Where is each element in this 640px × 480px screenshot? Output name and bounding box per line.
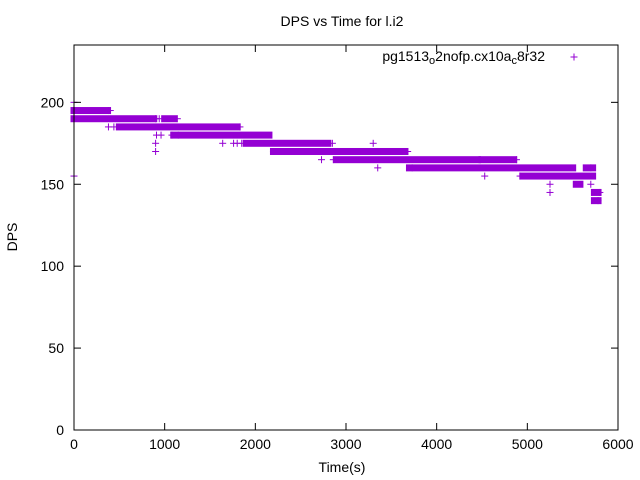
- x-tick-label: 5000: [512, 436, 543, 452]
- y-tick-label: 0: [56, 422, 64, 438]
- data-point-run: [478, 156, 518, 164]
- y-tick-label: 50: [48, 340, 64, 356]
- data-point: [516, 172, 524, 180]
- legend-label: pg1513o2nofp.cx10ac8r32: [382, 48, 545, 67]
- x-tick-label: 4000: [421, 436, 452, 452]
- y-axis: 0 50 100 150 200: [41, 94, 618, 438]
- data-point: [329, 156, 337, 164]
- data-point: [546, 188, 554, 196]
- data-point-run: [242, 139, 332, 147]
- legend-marker: [570, 53, 578, 61]
- data-point: [155, 115, 163, 123]
- data-point-run: [333, 156, 481, 164]
- legend: pg1513o2nofp.cx10ac8r32: [382, 48, 578, 67]
- data-point-run: [161, 115, 178, 123]
- data-point: [110, 123, 118, 131]
- data-point: [157, 131, 165, 139]
- legend-label-subscript: o: [429, 55, 435, 67]
- data-point: [236, 123, 244, 131]
- data-point-run: [170, 131, 273, 139]
- data-point-run: [115, 123, 241, 131]
- x-tick-label: 3000: [330, 436, 361, 452]
- data-point: [318, 156, 326, 164]
- data-point: [594, 197, 602, 205]
- data-point-run: [405, 164, 577, 172]
- plot-frame: [73, 44, 619, 431]
- data-point: [374, 164, 382, 172]
- data-point: [173, 115, 181, 123]
- legend-label-part: 2nofp.cx10a: [435, 48, 511, 64]
- data-layer: [70, 98, 604, 205]
- data-point: [408, 164, 416, 172]
- y-tick-label: 200: [41, 94, 65, 110]
- x-axis-label: Time(s): [319, 459, 366, 475]
- data-point: [238, 139, 246, 147]
- data-point-run: [590, 188, 602, 196]
- legend-label-subscript: c: [511, 55, 517, 67]
- legend-label-part: 8r32: [517, 48, 545, 64]
- data-point: [369, 139, 377, 147]
- data-point: [269, 147, 277, 155]
- data-point: [219, 139, 227, 147]
- data-point: [512, 156, 520, 164]
- data-point: [152, 139, 160, 147]
- y-tick-label: 100: [41, 258, 65, 274]
- data-point: [174, 131, 182, 139]
- legend-label-part: pg1513: [382, 48, 429, 64]
- data-point: [168, 131, 176, 139]
- data-point-run: [70, 107, 112, 115]
- data-point: [587, 164, 595, 172]
- data-point: [104, 107, 112, 115]
- data-point: [587, 180, 595, 188]
- data-point: [546, 180, 554, 188]
- chart-title: DPS vs Time for l.i2: [281, 13, 404, 29]
- y-axis-label: DPS: [4, 223, 20, 252]
- data-point: [328, 139, 336, 147]
- x-axis: 0 1000 2000 3000 4000 5000 6000: [70, 45, 634, 452]
- x-tick-label: 6000: [602, 436, 633, 452]
- data-point-run: [519, 172, 597, 180]
- x-tick-label: 2000: [240, 436, 271, 452]
- data-point: [596, 188, 604, 196]
- x-tick-label: 1000: [149, 436, 180, 452]
- x-tick-label: 0: [70, 436, 78, 452]
- data-point: [481, 172, 489, 180]
- data-point-run: [269, 147, 409, 155]
- y-tick-label: 150: [41, 176, 65, 192]
- data-point: [152, 147, 160, 155]
- data-point-run: [572, 180, 584, 188]
- data-point: [404, 147, 412, 155]
- data-point-run: [70, 115, 158, 123]
